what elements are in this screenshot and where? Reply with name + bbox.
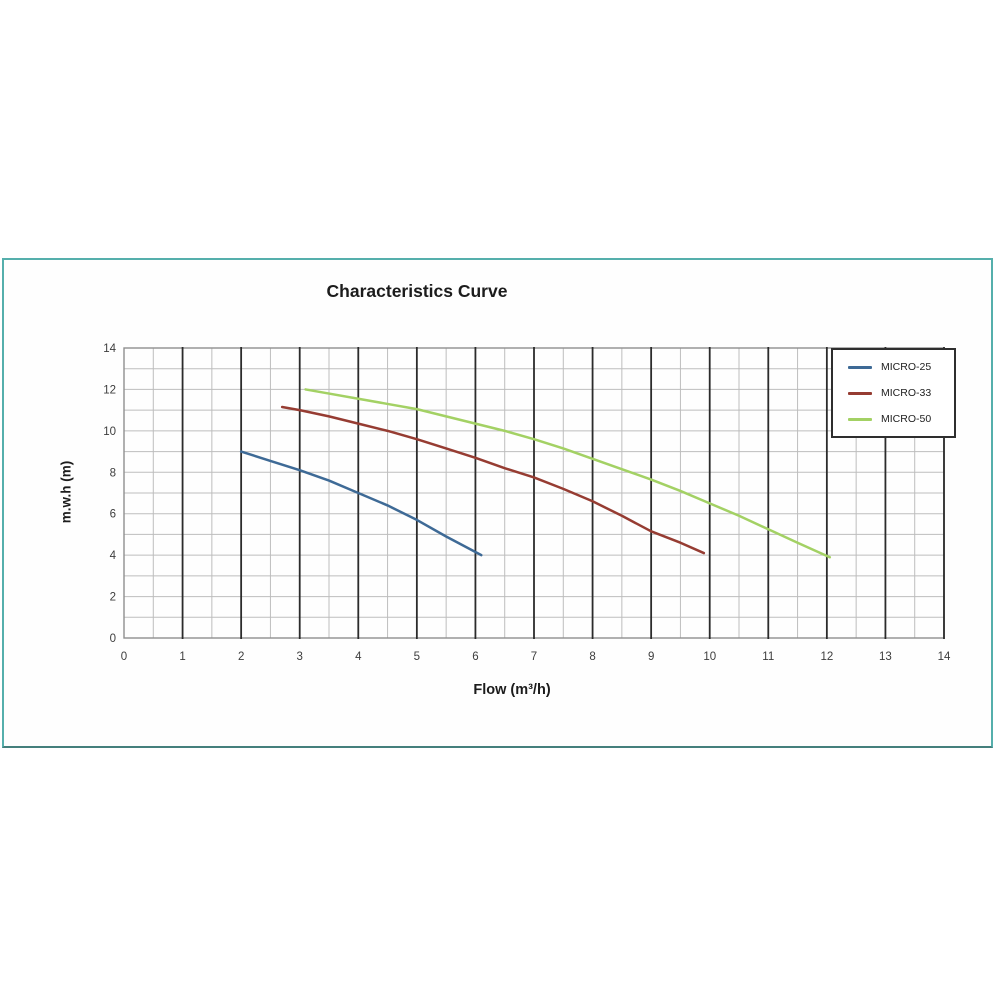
- x-tick-labels: 0 1 2 3 4 5 6 7 8 9 10 11 12 13 14: [121, 651, 951, 663]
- legend-item-micro-25: MICRO-25: [848, 361, 954, 373]
- x-tick-label: 10: [703, 651, 716, 663]
- x-tick-label: 6: [472, 651, 478, 663]
- legend-label: MICRO-50: [881, 413, 932, 425]
- x-tick-label: 13: [879, 651, 892, 663]
- x-axis-label: Flow (m³/h): [473, 682, 551, 698]
- legend-swatch-micro-33: [848, 391, 872, 395]
- x-tick-label: 11: [762, 651, 774, 663]
- y-tick-label: 6: [110, 509, 116, 521]
- x-tick-label: 0: [121, 651, 127, 663]
- legend-swatch-micro-25: [848, 365, 872, 369]
- x-tick-label: 8: [589, 651, 595, 663]
- x-tick-label: 4: [355, 651, 362, 663]
- x-tick-label: 14: [938, 651, 951, 663]
- y-tick-label: 10: [103, 426, 116, 438]
- x-tick-label: 9: [648, 651, 654, 663]
- x-tick-label: 2: [238, 651, 244, 663]
- legend-label: MICRO-25: [881, 361, 932, 373]
- legend-swatch-micro-50: [848, 417, 872, 421]
- chart-panel: [2, 258, 993, 748]
- legend-item-micro-33: MICRO-33: [848, 387, 954, 399]
- y-tick-label: 12: [103, 384, 116, 396]
- y-tick-label: 4: [110, 550, 117, 562]
- x-tick-label: 1: [179, 651, 185, 663]
- series-line-micro-25: [239, 450, 483, 557]
- x-tick-label: 3: [297, 651, 303, 663]
- legend-label: MICRO-33: [881, 387, 932, 399]
- y-tick-label: 14: [103, 343, 116, 355]
- x-tick-label: 12: [820, 651, 833, 663]
- y-tick-label: 0: [110, 633, 116, 645]
- y-axis-label: m.w.h (m): [58, 460, 74, 524]
- x-tick-label: 5: [414, 651, 420, 663]
- series-line-micro-50: [304, 388, 832, 559]
- y-tick-label: 2: [110, 592, 116, 604]
- series-line-micro-33: [280, 405, 706, 555]
- chart-title: Characteristics Curve: [326, 281, 508, 301]
- y-tick-label: 8: [110, 467, 116, 479]
- y-tick-labels: 0 2 4 6 8 10 12 14: [103, 343, 116, 645]
- legend: MICRO-25 MICRO-33 MICRO-50: [831, 348, 956, 438]
- x-tick-label: 7: [531, 651, 537, 663]
- legend-item-micro-50: MICRO-50: [848, 413, 954, 425]
